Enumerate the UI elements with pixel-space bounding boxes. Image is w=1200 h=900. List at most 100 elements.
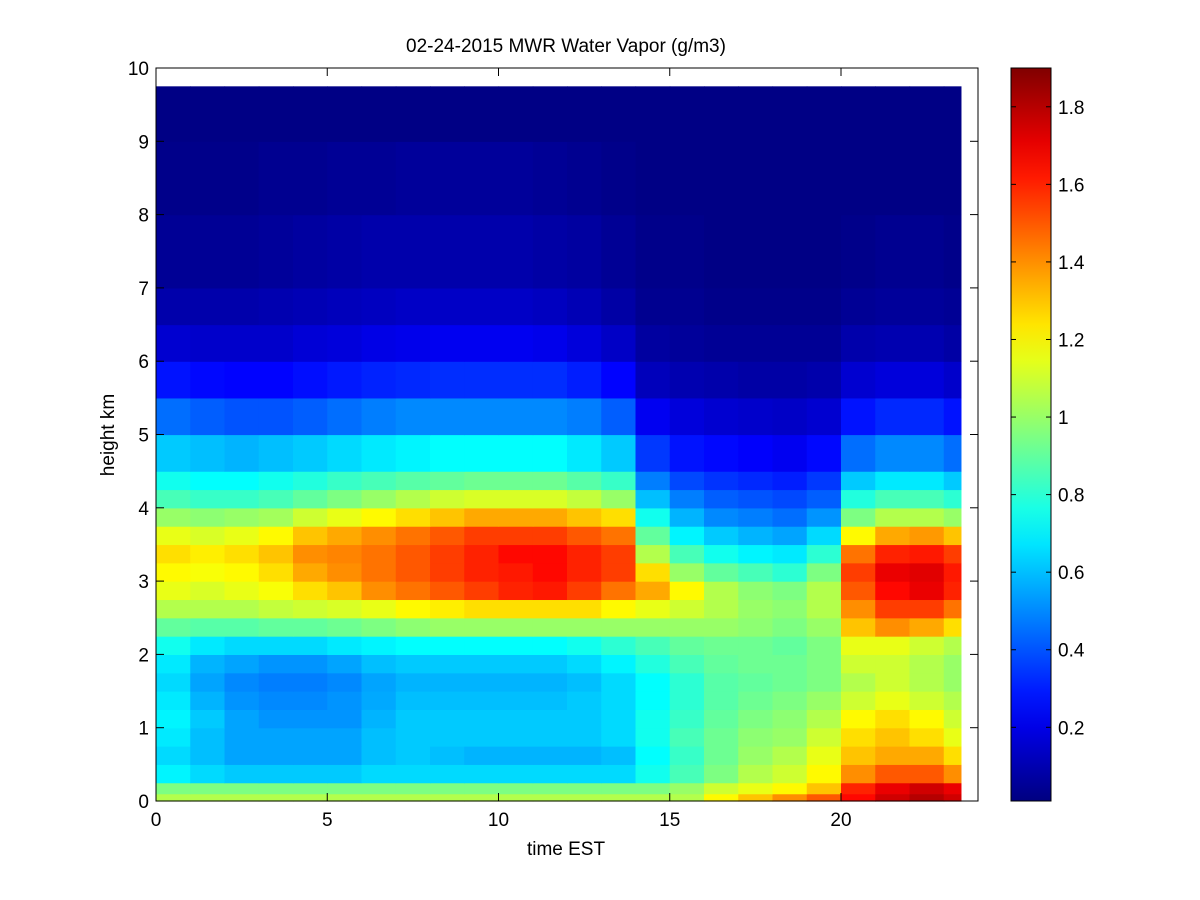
heatmap-cell xyxy=(738,361,774,399)
heatmap-cell xyxy=(258,141,294,216)
heatmap-cell xyxy=(532,397,568,436)
heatmap-cell xyxy=(772,361,808,399)
heatmap-cell xyxy=(909,544,945,564)
heatmap-cell xyxy=(327,397,363,436)
heatmap-cell xyxy=(224,86,260,142)
heatmap-cell xyxy=(909,141,945,216)
heatmap-cell xyxy=(293,746,328,765)
plot-area: 0 5 10 15 20 0 1 2 3 4 5 6 7 8 9 10 xyxy=(128,59,979,831)
heatmap-cell xyxy=(943,709,962,729)
colorbar-tick-label: 0.6 xyxy=(1058,563,1084,584)
heatmap-cell xyxy=(464,526,500,546)
heatmap-cell xyxy=(156,287,191,326)
colorbar-tick-label: 1.4 xyxy=(1058,253,1085,274)
heatmap-cell xyxy=(669,471,705,491)
heatmap-cell xyxy=(601,471,637,491)
heatmap-cell xyxy=(498,764,534,784)
heatmap-cell xyxy=(875,727,911,747)
heatmap-cell xyxy=(498,361,534,399)
heatmap-cell xyxy=(943,636,962,655)
heatmap-cell xyxy=(361,397,397,436)
heatmap-cell xyxy=(293,599,328,619)
heatmap-cell xyxy=(190,489,226,509)
heatmap-cell xyxy=(258,562,294,582)
heatmap-cell xyxy=(361,617,397,637)
heatmap-cell xyxy=(738,141,774,216)
heatmap-cell xyxy=(635,764,671,784)
heatmap-cell xyxy=(772,489,808,509)
heatmap-cell xyxy=(669,793,705,802)
heatmap-cell xyxy=(669,672,705,692)
heatmap-cell xyxy=(601,562,637,582)
heatmap-cell xyxy=(841,782,876,795)
heatmap-cell xyxy=(498,324,534,362)
heatmap-cell xyxy=(430,141,465,216)
heatmap-cell xyxy=(258,599,294,619)
heatmap-cell xyxy=(943,287,962,326)
heatmap-cell xyxy=(532,544,568,564)
heatmap-cell xyxy=(293,361,328,399)
heatmap-cell xyxy=(361,709,397,729)
heatmap-cell xyxy=(327,489,363,509)
heatmap-cell xyxy=(464,397,500,436)
heatmap-cell xyxy=(635,507,671,527)
heatmap-cell xyxy=(464,672,500,692)
heatmap-cell xyxy=(772,324,808,362)
heatmap-cell xyxy=(772,471,808,491)
heatmap-cell xyxy=(327,654,363,674)
heatmap-cell xyxy=(841,526,876,546)
heatmap-cell xyxy=(806,599,842,619)
heatmap-cell xyxy=(669,746,705,765)
heatmap-cell xyxy=(943,599,962,619)
heatmap-cell xyxy=(532,562,568,582)
heatmap-cell xyxy=(395,214,431,289)
heatmap-cell xyxy=(909,599,945,619)
x-tick-label: 5 xyxy=(322,810,333,831)
heatmap-cell xyxy=(395,361,431,399)
heatmap-cell xyxy=(395,434,431,472)
heatmap-cell xyxy=(532,636,568,655)
heatmap-cell xyxy=(806,581,842,601)
heatmap-cell xyxy=(806,562,842,582)
heatmap-cell xyxy=(567,287,602,326)
x-tick-label: 0 xyxy=(151,810,162,831)
heatmap-cell xyxy=(224,617,260,637)
heatmap-cell xyxy=(464,434,500,472)
heatmap-cell xyxy=(601,617,637,637)
heatmap-cell xyxy=(567,471,602,491)
heatmap-cell xyxy=(258,214,294,289)
colorbar-gradient xyxy=(1011,68,1051,801)
heatmap-cell xyxy=(464,727,500,747)
heatmap-cell xyxy=(395,324,431,362)
heatmap-cell xyxy=(258,471,294,491)
heatmap-cell xyxy=(875,141,911,216)
heatmap-cell xyxy=(704,86,739,142)
heatmap-cell xyxy=(841,617,876,637)
y-axis-ticks: 0 1 2 3 4 5 6 7 8 9 10 xyxy=(128,59,978,813)
heatmap-cell xyxy=(806,86,842,142)
heatmap-cell xyxy=(704,793,739,802)
heatmap-cell xyxy=(601,764,637,784)
heatmap-cell xyxy=(943,397,962,436)
heatmap-cell xyxy=(669,599,705,619)
heatmap-cell xyxy=(772,793,808,802)
heatmap-cell xyxy=(156,581,191,601)
heatmap-cell xyxy=(395,581,431,601)
heatmap-cell xyxy=(567,617,602,637)
heatmap-cell xyxy=(806,324,842,362)
heatmap-cell xyxy=(841,324,876,362)
heatmap-cell xyxy=(224,361,260,399)
heatmap-cell xyxy=(943,324,962,362)
heatmap-cell xyxy=(772,397,808,436)
heatmap-cell xyxy=(772,764,808,784)
heatmap-cell xyxy=(567,86,602,142)
heatmap-cell xyxy=(224,691,260,710)
heatmap-cell xyxy=(601,361,637,399)
heatmap-cell xyxy=(224,544,260,564)
heatmap-cell xyxy=(361,86,397,142)
heatmap-cell xyxy=(498,746,534,765)
heatmap-cell xyxy=(532,214,568,289)
heatmap-cell xyxy=(224,324,260,362)
heatmap-cell xyxy=(361,324,397,362)
heatmap-cell xyxy=(806,471,842,491)
